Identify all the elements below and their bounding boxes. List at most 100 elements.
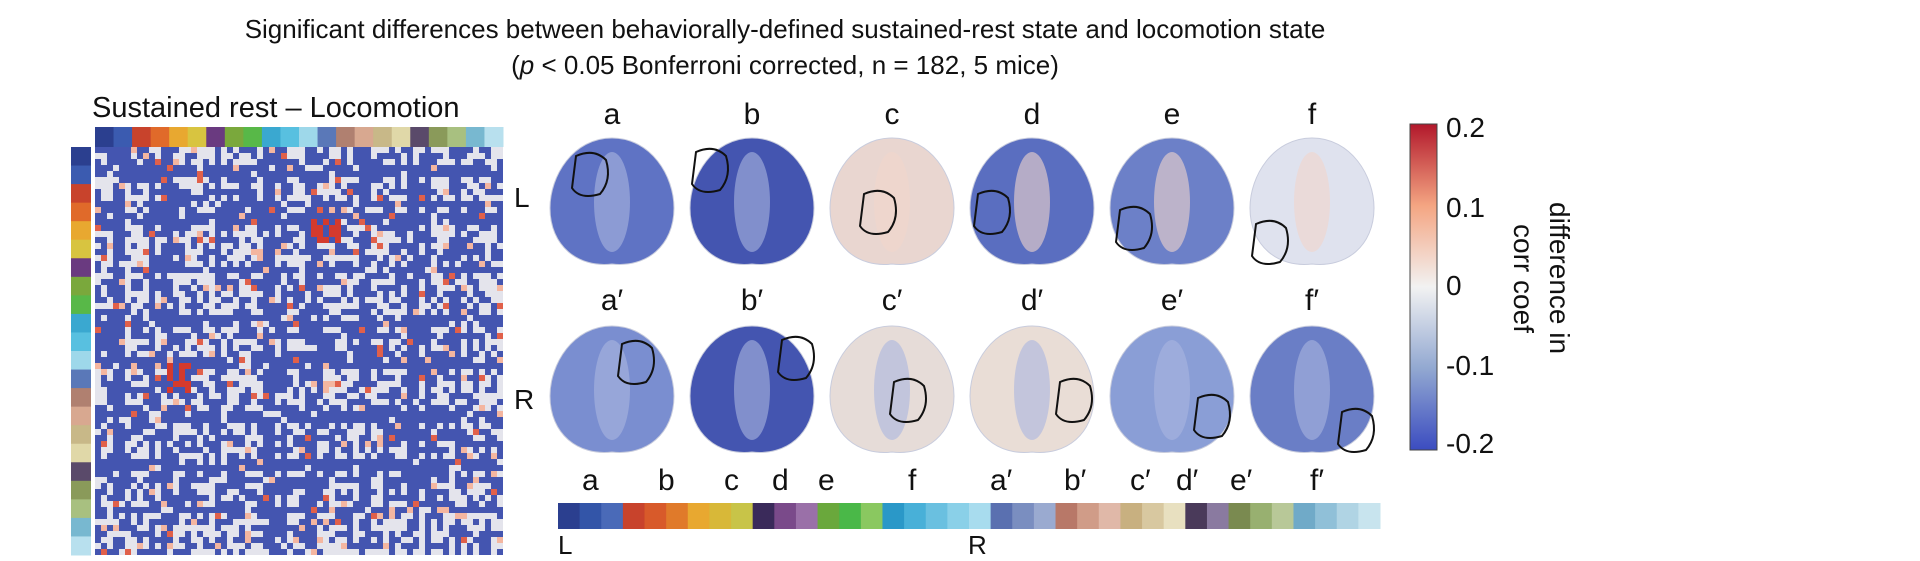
strip-segment: [1163, 503, 1186, 529]
matrix-cell: [263, 381, 269, 387]
matrix-cell: [263, 285, 269, 291]
matrix-cell: [365, 147, 371, 153]
matrix-cell: [413, 255, 419, 261]
matrix-cell: [305, 321, 311, 327]
matrix-cell: [227, 249, 233, 255]
matrix-cell: [269, 249, 275, 255]
matrix-cell: [203, 393, 209, 399]
matrix-cell: [293, 291, 299, 297]
matrix-cell: [245, 177, 251, 183]
matrix-cell: [173, 201, 179, 207]
matrix-cell: [287, 249, 293, 255]
matrix-cell: [473, 447, 479, 453]
matrix-cell: [299, 417, 305, 423]
matrix-cell: [173, 165, 179, 171]
matrix-side-color-key: [71, 295, 91, 315]
matrix-top-color-key: [336, 127, 356, 147]
matrix-cell: [269, 495, 275, 501]
matrix-cell: [359, 231, 365, 237]
matrix-cell: [173, 513, 179, 519]
matrix-cell: [455, 519, 461, 525]
matrix-cell: [455, 387, 461, 393]
strip-segment: [709, 503, 732, 529]
matrix-cell: [467, 309, 473, 315]
matrix-cell: [233, 201, 239, 207]
matrix-cell: [197, 429, 203, 435]
matrix-cell: [377, 285, 383, 291]
matrix-cell: [137, 543, 143, 549]
matrix-cell: [413, 525, 419, 531]
matrix-cell: [281, 243, 287, 249]
matrix-cell: [167, 339, 173, 345]
matrix-cell: [143, 489, 149, 495]
matrix-cell: [191, 291, 197, 297]
matrix-cell: [491, 495, 497, 501]
matrix-cell: [275, 381, 281, 387]
matrix-cell: [467, 249, 473, 255]
matrix-cell: [185, 549, 191, 555]
matrix-cell: [227, 159, 233, 165]
matrix-cell: [413, 489, 419, 495]
matrix-cell: [119, 369, 125, 375]
matrix-cell: [473, 519, 479, 525]
matrix-cell: [479, 405, 485, 411]
matrix-cell: [359, 153, 365, 159]
matrix-cell: [383, 315, 389, 321]
matrix-cell: [491, 507, 497, 513]
matrix-cell: [323, 357, 329, 363]
matrix-cell: [389, 429, 395, 435]
matrix-cell: [449, 429, 455, 435]
matrix-cell: [485, 429, 491, 435]
matrix-cell: [185, 471, 191, 477]
matrix-cell: [455, 195, 461, 201]
matrix-cell: [431, 369, 437, 375]
matrix-cell: [107, 381, 113, 387]
matrix-cell: [203, 261, 209, 267]
matrix-cell: [125, 519, 131, 525]
matrix-cell: [383, 333, 389, 339]
matrix-cell: [137, 321, 143, 327]
matrix-cell: [221, 381, 227, 387]
matrix-cell: [335, 225, 341, 231]
matrix-cell: [389, 213, 395, 219]
matrix-cell: [119, 279, 125, 285]
matrix-cell: [491, 381, 497, 387]
matrix-cell: [239, 309, 245, 315]
matrix-cell: [365, 357, 371, 363]
matrix-cell: [191, 423, 197, 429]
matrix-cell: [155, 549, 161, 555]
matrix-cell: [101, 507, 107, 513]
matrix-cell: [197, 219, 203, 225]
matrix-cell: [485, 357, 491, 363]
matrix-cell: [137, 465, 143, 471]
matrix-cell: [281, 309, 287, 315]
matrix-cell: [197, 231, 203, 237]
matrix-cell: [425, 429, 431, 435]
matrix-cell: [197, 285, 203, 291]
matrix-cell: [107, 549, 113, 555]
matrix-cell: [167, 201, 173, 207]
matrix-cell: [407, 429, 413, 435]
matrix-cell: [263, 153, 269, 159]
matrix-cell: [251, 219, 257, 225]
matrix-cell: [455, 267, 461, 273]
brain-midline-region: [1014, 340, 1050, 440]
matrix-cell: [245, 333, 251, 339]
matrix-cell: [365, 501, 371, 507]
matrix-cell: [305, 525, 311, 531]
matrix-cell: [95, 507, 101, 513]
matrix-cell: [227, 231, 233, 237]
matrix-cell: [137, 363, 143, 369]
matrix-cell: [431, 489, 437, 495]
matrix-cell: [335, 381, 341, 387]
matrix-cell: [395, 165, 401, 171]
matrix-cell: [239, 357, 245, 363]
matrix-cell: [113, 453, 119, 459]
matrix-cell: [281, 513, 287, 519]
matrix-cell: [347, 363, 353, 369]
matrix-cell: [95, 327, 101, 333]
matrix-cell: [131, 447, 137, 453]
matrix-cell: [119, 309, 125, 315]
matrix-cell: [233, 219, 239, 225]
matrix-cell: [143, 435, 149, 441]
